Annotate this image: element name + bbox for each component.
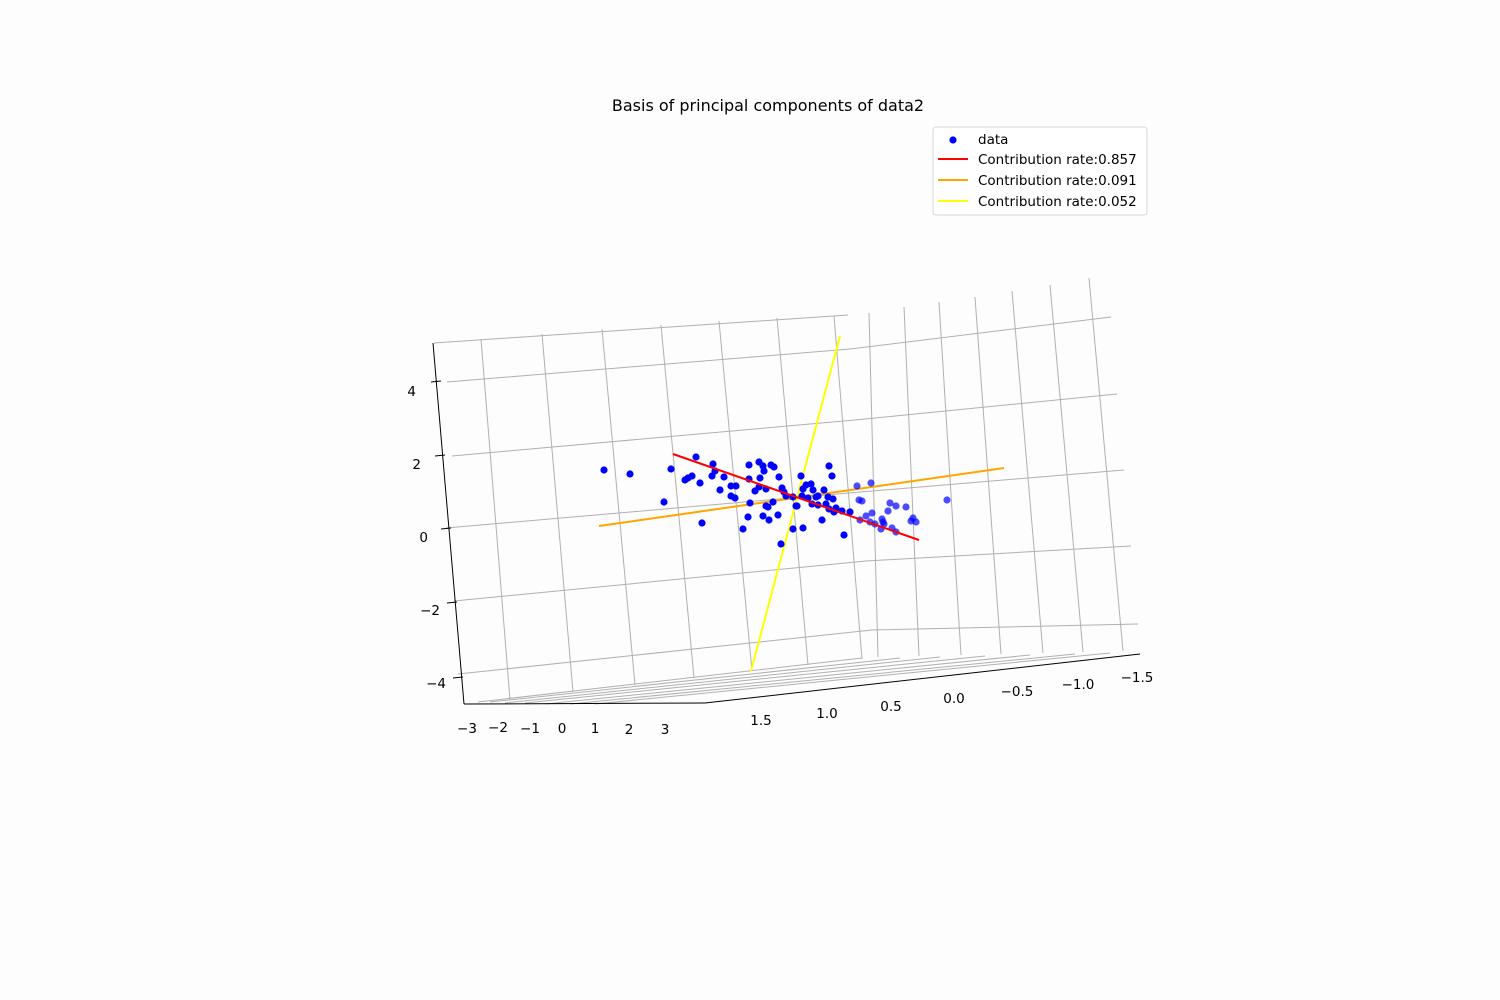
data-point bbox=[765, 516, 773, 524]
data-point bbox=[660, 498, 668, 506]
data-point bbox=[912, 518, 920, 526]
z-tick-labels: 4 2 0 −2 −4 bbox=[407, 384, 446, 692]
data-point bbox=[696, 479, 704, 487]
data-point bbox=[732, 482, 740, 490]
data-point bbox=[818, 516, 826, 524]
x-tick-label: 2 bbox=[625, 722, 634, 738]
data-point bbox=[698, 519, 706, 527]
data-point bbox=[667, 465, 675, 473]
y-tick-labels: 1.5 1.0 0.5 0.0 −0.5 −1.0 −1.5 bbox=[750, 670, 1153, 729]
data-point bbox=[880, 520, 888, 528]
data-point bbox=[797, 472, 805, 480]
data-point bbox=[751, 487, 759, 495]
x-tick-label: 0 bbox=[558, 721, 567, 737]
data-point bbox=[886, 499, 894, 507]
x-tick-label: 3 bbox=[661, 722, 670, 738]
data-point bbox=[746, 499, 754, 507]
legend-label-red: Contribution rate:0.857 bbox=[978, 152, 1137, 168]
y-tick-label: 0.5 bbox=[880, 699, 901, 715]
data-point bbox=[792, 502, 800, 510]
data-point bbox=[709, 460, 717, 468]
legend-label-data: data bbox=[978, 132, 1008, 148]
data-point bbox=[814, 492, 822, 500]
legend-label-yellow: Contribution rate:0.052 bbox=[978, 194, 1137, 210]
data-point bbox=[777, 540, 785, 548]
y-tick-label: −1.0 bbox=[1062, 677, 1095, 693]
y-tick-label: 1.0 bbox=[816, 706, 837, 722]
data-point bbox=[720, 473, 728, 481]
y-tick-label: 1.5 bbox=[750, 713, 771, 729]
data-point bbox=[600, 466, 608, 474]
data-point bbox=[775, 473, 783, 481]
data-point bbox=[759, 512, 767, 520]
x-tick-label: −2 bbox=[488, 720, 508, 736]
y-tick-label: −0.5 bbox=[1001, 684, 1034, 700]
data-point bbox=[789, 525, 797, 533]
data-point bbox=[884, 507, 892, 515]
data-point bbox=[858, 497, 866, 505]
data-point bbox=[943, 496, 951, 504]
data-point bbox=[902, 503, 910, 511]
x-tick-label: 1 bbox=[591, 721, 600, 737]
legend-label-orange: Contribution rate:0.091 bbox=[978, 173, 1137, 189]
z-tick-label: 0 bbox=[419, 530, 428, 546]
data-point bbox=[774, 511, 782, 519]
legend: data Contribution rate:0.857 Contributio… bbox=[932, 126, 1148, 216]
y-tick-label: 0.0 bbox=[943, 691, 964, 707]
component-line-red bbox=[672, 453, 920, 541]
data-point bbox=[829, 495, 837, 503]
data-point bbox=[760, 467, 768, 475]
data-point bbox=[731, 494, 739, 502]
data-point bbox=[769, 498, 777, 506]
data-point bbox=[692, 453, 700, 461]
z-tick-label: 4 bbox=[407, 384, 416, 400]
axes-lines bbox=[430, 342, 1141, 705]
z-tick-label: −4 bbox=[426, 676, 446, 692]
data-point bbox=[846, 508, 854, 516]
data-point bbox=[626, 470, 634, 478]
data-point bbox=[727, 482, 735, 490]
data-point bbox=[688, 472, 696, 480]
grid bbox=[433, 277, 1139, 705]
data-point bbox=[807, 480, 815, 488]
data-point bbox=[756, 474, 764, 482]
legend-frame bbox=[932, 126, 1148, 216]
data-point bbox=[681, 476, 689, 484]
z-tick-label: 2 bbox=[412, 457, 421, 473]
data-point bbox=[825, 462, 833, 470]
data-point bbox=[716, 486, 724, 494]
data-point bbox=[739, 525, 747, 533]
data-point bbox=[799, 524, 807, 532]
data-point bbox=[892, 502, 900, 510]
data-point bbox=[744, 513, 752, 521]
component-lines bbox=[598, 335, 1005, 672]
data-point bbox=[868, 509, 876, 517]
x-tick-label: −1 bbox=[520, 721, 540, 737]
x-tick-label: −3 bbox=[457, 721, 477, 737]
data-point bbox=[745, 461, 753, 469]
data-point bbox=[853, 482, 861, 490]
data-point bbox=[770, 463, 778, 471]
data-point bbox=[862, 512, 870, 520]
z-tick-label: −2 bbox=[420, 603, 440, 619]
y-tick-label: −1.5 bbox=[1121, 670, 1154, 686]
data-point bbox=[809, 486, 817, 494]
data-point bbox=[867, 479, 875, 487]
legend-marker-data bbox=[949, 136, 957, 144]
data-point bbox=[828, 472, 836, 480]
data-point bbox=[820, 486, 828, 494]
x-tick-labels: −3 −2 −1 0 1 2 3 bbox=[457, 720, 669, 738]
data-point bbox=[840, 531, 848, 539]
data-point bbox=[764, 503, 772, 511]
chart-title: Basis of principal components of data2 bbox=[612, 96, 924, 115]
